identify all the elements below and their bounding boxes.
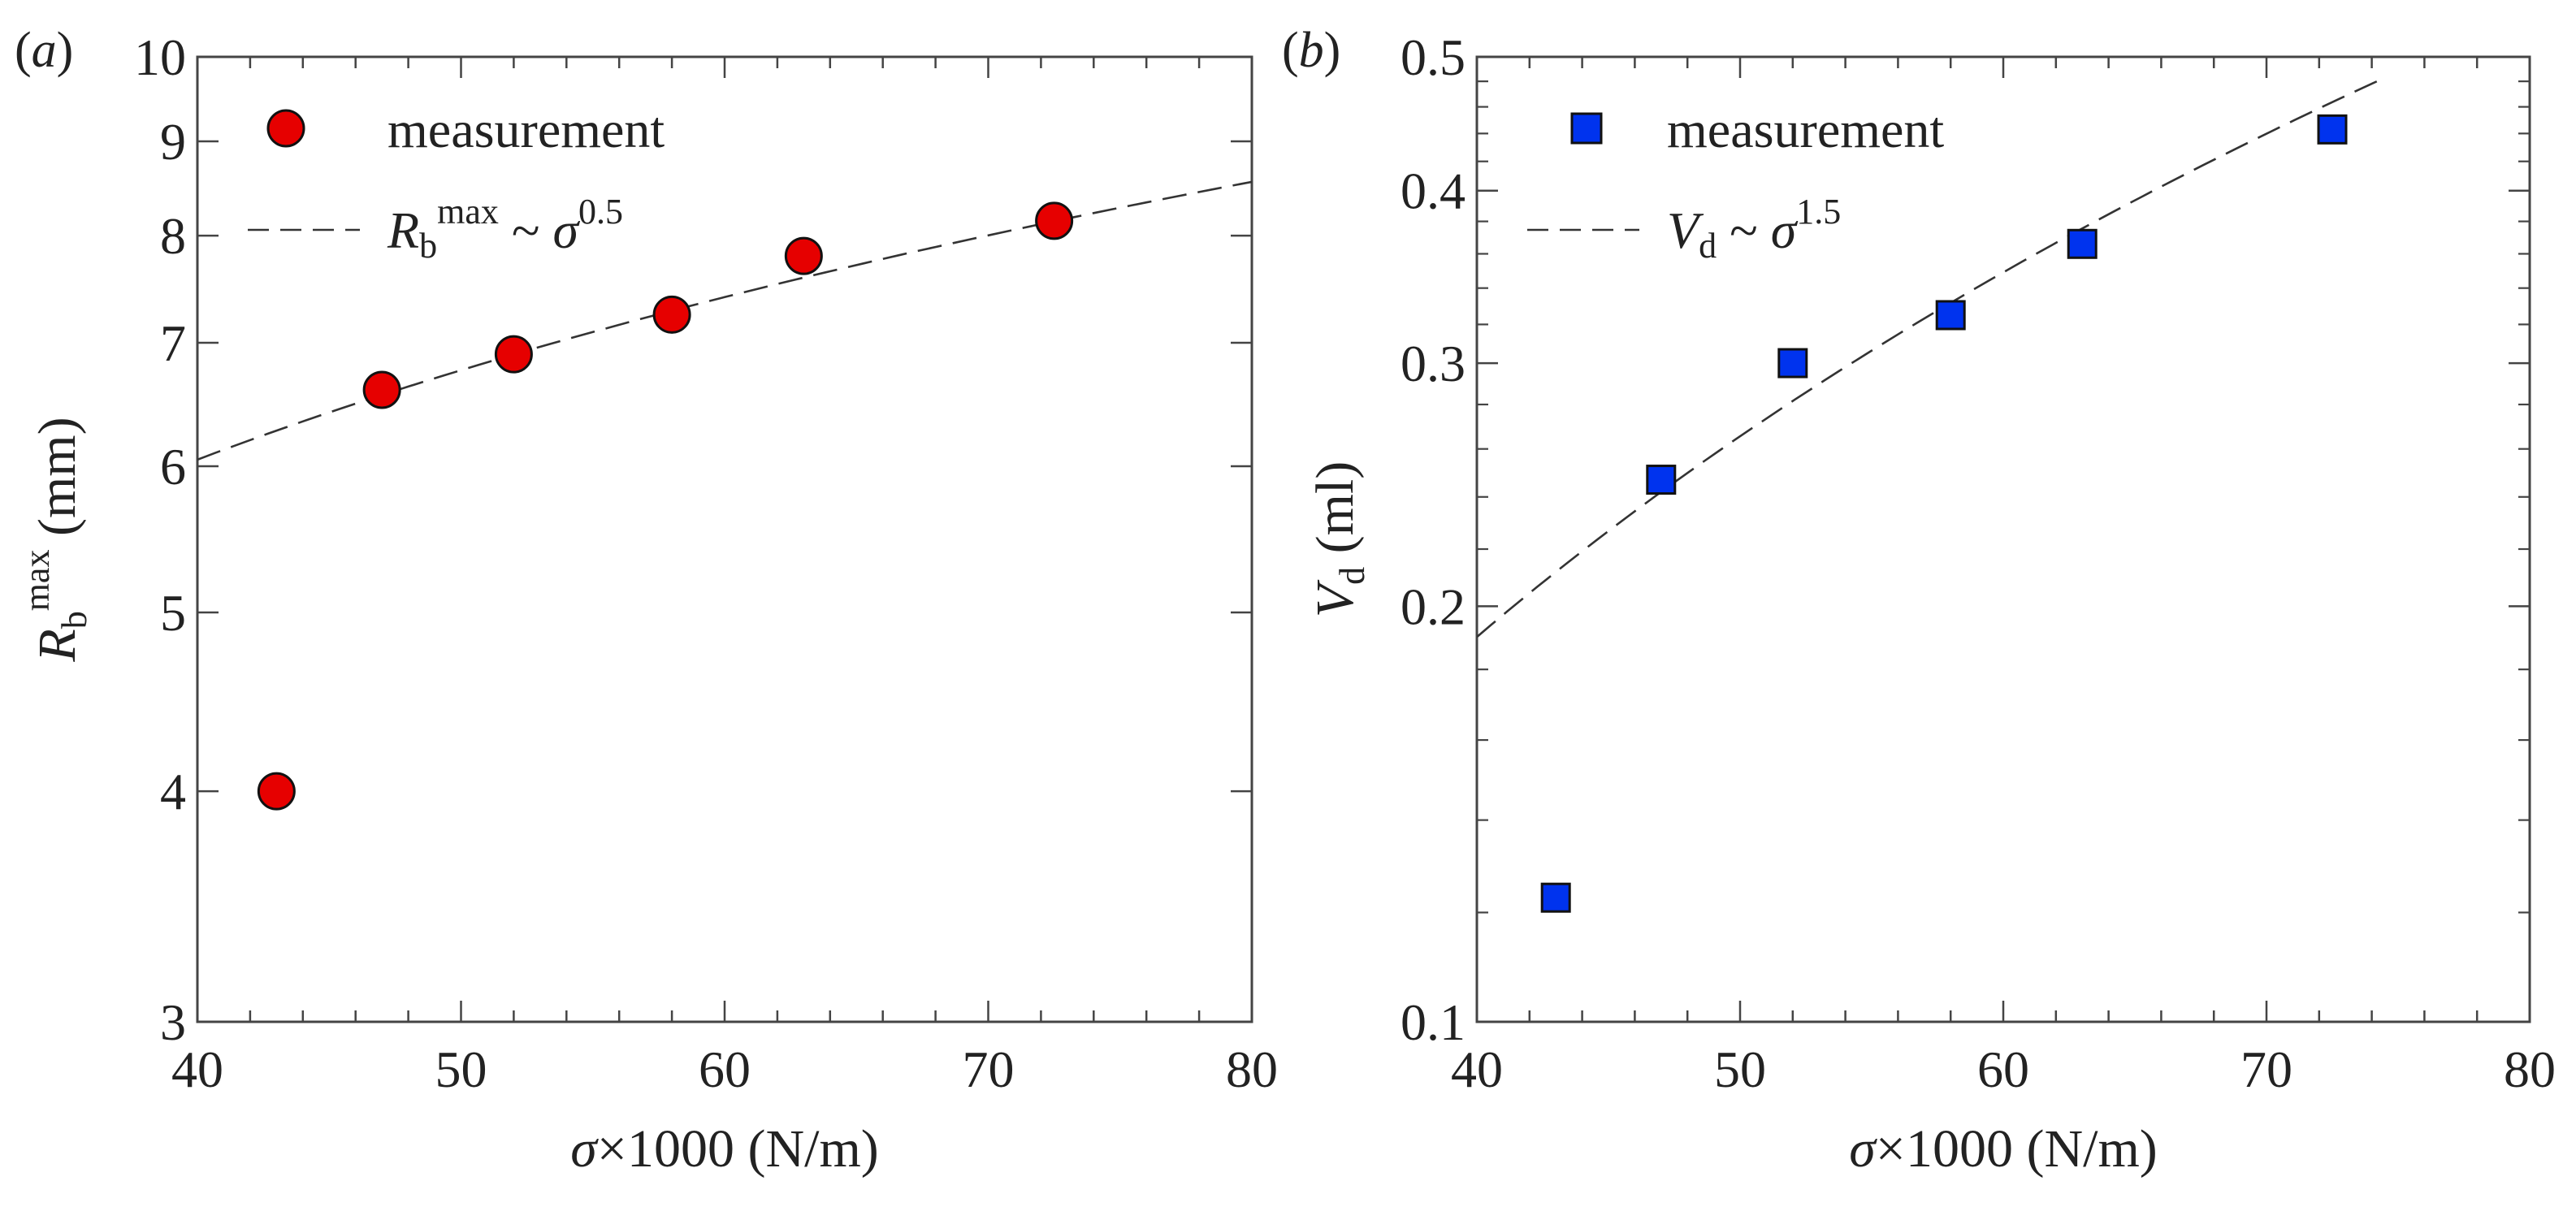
y-tick-label: 6 xyxy=(160,438,186,495)
y-tick-label: 0.4 xyxy=(1401,162,1466,220)
y-tick-label: 8 xyxy=(160,207,186,265)
data-point xyxy=(1935,300,1966,331)
y-tick-label: 0.5 xyxy=(1401,28,1466,86)
x-tick-label: 40 xyxy=(171,1040,223,1098)
x-tick-label: 60 xyxy=(1977,1040,2029,1098)
y-tick-label: 0.3 xyxy=(1401,335,1466,392)
y-tick-label: 0.2 xyxy=(1401,578,1466,635)
x-tick-label: 50 xyxy=(1714,1040,1766,1098)
data-point xyxy=(494,335,533,374)
fit-line xyxy=(1477,76,2386,638)
x-tick-label: 70 xyxy=(963,1040,1015,1098)
panel-b: 40 50 60 70 80 0.1 0.2 0.3 0.4 0.5 σ×1000 (N/m) Vd … xyxy=(1282,23,2556,1179)
legend-label-measurement: measurement xyxy=(387,101,665,158)
legend-marker xyxy=(1570,112,1603,145)
x-tick-label: 50 xyxy=(435,1040,487,1098)
x-tick-label: 80 xyxy=(2504,1040,2556,1098)
y-tick-label: 5 xyxy=(160,584,186,642)
x-axis-title: σ×1000 (N/m) xyxy=(1849,1119,2158,1179)
data-point xyxy=(2067,228,2098,259)
data-point xyxy=(1777,348,1808,379)
data-point xyxy=(652,295,691,334)
panel-label: (b) xyxy=(1282,23,1340,78)
data-point xyxy=(1646,465,1677,495)
data-point xyxy=(362,370,401,409)
legend-label-fit: Rbmax ~ σ0.5 xyxy=(387,192,623,266)
x-tick-label: 40 xyxy=(1451,1040,1503,1098)
data-point xyxy=(257,772,296,811)
panel-a: 40 50 60 70 80 3 4 5 6 7 8 9 10 σ×1000 (N/m) Rbmax (mm… xyxy=(15,23,1278,1179)
legend-label-fit: Vd ~ σ1.5 xyxy=(1667,192,1841,266)
y-tick-label: 0.1 xyxy=(1401,993,1466,1051)
x-tick-label: 80 xyxy=(1226,1040,1278,1098)
data-point xyxy=(2317,114,2348,145)
y-tick-label: 7 xyxy=(160,314,186,372)
legend-marker xyxy=(266,109,305,148)
y-axis-title: Rbmax (mm) xyxy=(17,417,94,662)
x-tick-label: 70 xyxy=(2240,1040,2292,1098)
y-tick-label: 3 xyxy=(160,993,186,1051)
y-tick-label: 10 xyxy=(134,28,186,86)
fit-line xyxy=(197,180,1252,461)
data-point xyxy=(1540,882,1571,913)
data-point xyxy=(784,236,823,275)
data-point xyxy=(1035,201,1074,240)
x-axis-title: σ×1000 (N/m) xyxy=(570,1119,879,1179)
legend-label-measurement: measurement xyxy=(1667,101,1944,158)
plot-frame xyxy=(196,55,1253,1023)
y-tick-label: 9 xyxy=(160,113,186,171)
plot-frame xyxy=(1475,55,2531,1023)
y-axis-title: Vd (ml) xyxy=(1305,461,1372,617)
y-tick-label: 4 xyxy=(160,763,186,820)
x-tick-label: 60 xyxy=(699,1040,751,1098)
panel-label: (a) xyxy=(15,23,73,78)
